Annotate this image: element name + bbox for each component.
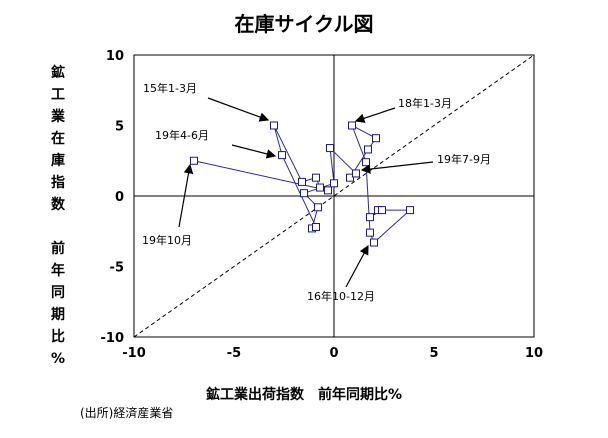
annotation-label: 19年10月 bbox=[142, 233, 192, 247]
data-point-marker bbox=[362, 158, 370, 167]
annotation-label: 19年7-9月 bbox=[437, 152, 491, 166]
x-tick-label: 0 bbox=[329, 346, 338, 361]
data-point-marker bbox=[378, 206, 386, 215]
data-point-marker bbox=[370, 238, 378, 247]
source-note: (出所)経済産業省 bbox=[80, 406, 174, 420]
y-tick-label: 0 bbox=[115, 190, 124, 205]
y-axis-label-char: 鉱 bbox=[51, 65, 65, 81]
y-tick-label: -5 bbox=[110, 261, 124, 276]
x-axis-label: 鉱工業出荷指数 前年同期比% bbox=[205, 387, 403, 403]
y-tick-label: 10 bbox=[106, 49, 124, 64]
annotation-arrow bbox=[231, 144, 277, 159]
x-tick-label: 10 bbox=[525, 346, 543, 361]
y-axis-label-char: 指 bbox=[51, 175, 65, 191]
data-point-marker bbox=[348, 121, 356, 130]
data-point-marker bbox=[316, 183, 324, 192]
data-point-marker bbox=[270, 121, 278, 130]
data-point-marker bbox=[278, 151, 286, 160]
data-point-marker bbox=[330, 179, 338, 188]
annotation-label: 15年1-3月 bbox=[143, 81, 197, 95]
y-tick-label: 5 bbox=[115, 120, 124, 135]
data-point-marker bbox=[364, 145, 372, 154]
data-point-marker bbox=[324, 186, 332, 195]
data-point-marker bbox=[366, 228, 374, 237]
y-axis-label-char: 同 bbox=[51, 285, 65, 301]
annotation-arrow bbox=[354, 107, 396, 123]
data-point-marker bbox=[298, 177, 306, 186]
data-point-marker bbox=[346, 173, 354, 182]
annotation-arrow bbox=[207, 97, 270, 122]
annotation-label: 19年4-6月 bbox=[155, 128, 209, 142]
chart-title: 在庫サイクル図 bbox=[234, 12, 374, 36]
y-axis-label-char: 比 bbox=[51, 329, 65, 345]
reference-line-y-equals-x bbox=[133, 54, 535, 338]
y-axis-label-char: 庫 bbox=[51, 153, 65, 169]
x-tick-label: -5 bbox=[227, 346, 241, 361]
data-point-marker bbox=[312, 223, 320, 232]
data-point-marker bbox=[352, 169, 360, 178]
y-axis-label-char: 期 bbox=[51, 307, 65, 323]
data-point-marker bbox=[300, 189, 308, 198]
y-tick-label: -10 bbox=[101, 331, 125, 346]
x-tick-label: 5 bbox=[429, 346, 438, 361]
annotation-label: 16年10-12月 bbox=[307, 289, 375, 303]
data-point-marker bbox=[406, 206, 414, 215]
data-point-marker bbox=[366, 213, 374, 222]
y-axis-label-char: 数 bbox=[51, 197, 65, 213]
data-point-marker bbox=[372, 134, 380, 143]
annotation-label: 18年1-3月 bbox=[398, 96, 452, 110]
data-point-marker bbox=[190, 156, 198, 165]
y-axis-label-char: 年 bbox=[51, 263, 65, 279]
data-point-marker bbox=[314, 203, 322, 212]
y-axis-label-char: 在 bbox=[51, 131, 65, 147]
y-axis-label-char: % bbox=[50, 351, 66, 367]
x-tick-label: -10 bbox=[122, 346, 146, 361]
y-axis-label-char: 前 bbox=[51, 241, 65, 257]
y-axis-label-char: 工 bbox=[51, 87, 65, 103]
y-axis-label-char: 業 bbox=[51, 109, 65, 125]
y-axis-label: 鉱工業在庫指数前年同期比% bbox=[40, 62, 76, 370]
annotation-arrow bbox=[360, 161, 434, 174]
annotation-arrow bbox=[345, 244, 369, 288]
data-point-marker bbox=[312, 173, 320, 182]
annotation-arrow bbox=[178, 163, 194, 228]
data-point-marker bbox=[326, 144, 334, 153]
